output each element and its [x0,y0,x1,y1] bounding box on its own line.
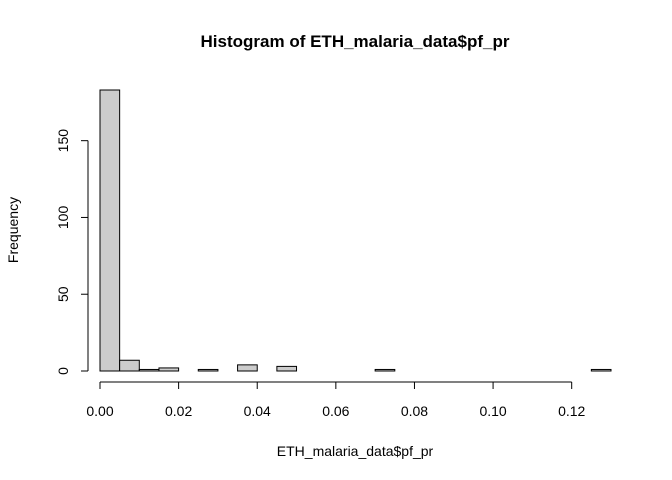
histogram-bar [590,368,612,372]
x-axis-label: ETH_malaria_data$pf_pr [277,443,434,459]
histogram-bar [197,368,219,372]
histogram-bar [99,89,121,372]
histogram-bar [119,359,140,372]
y-tick-label: 100 [55,206,71,230]
histogram-bar [374,368,396,372]
y-tick-label: 150 [55,129,71,153]
y-tick-label: 0 [55,367,71,375]
bars-group [99,89,612,372]
x-tick-label: 0.12 [558,403,585,419]
y-tick-label: 50 [55,286,71,302]
x-axis-ticks: 0.00 0.02 0.04 0.06 0.08 0.10 0.12 [86,382,586,419]
x-tick-label: 0.00 [86,403,113,419]
histogram-bar [158,367,180,372]
chart-title: Histogram of ETH_malaria_data$pf_pr [201,32,510,51]
x-tick-label: 0.10 [479,403,506,419]
x-tick-label: 0.06 [322,403,349,419]
x-tick-label: 0.02 [165,403,192,419]
histogram-bar [276,365,298,372]
histogram-bar [138,368,160,372]
y-axis-ticks: 0 50 100 150 [55,129,88,375]
histogram-bar [237,364,258,372]
x-tick-label: 0.08 [401,403,428,419]
x-tick-label: 0.04 [244,403,271,419]
y-axis-label: Frequency [5,197,21,263]
